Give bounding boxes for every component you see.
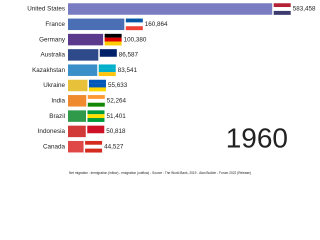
bar (68, 64, 98, 76)
category-label: Canada (43, 143, 66, 150)
bar (68, 3, 273, 15)
bar (68, 125, 86, 138)
chart: 1960 Net migration : Immigration (inflow… (0, 0, 320, 180)
flag (87, 118, 105, 122)
flag (273, 7, 291, 12)
value-label: 52,264 (107, 97, 127, 104)
flag (104, 33, 122, 38)
bar (68, 95, 87, 107)
category-label: Brazil (49, 113, 65, 120)
category-label: Germany (39, 36, 66, 43)
category-label: Kazakhstan (32, 67, 65, 74)
flag (87, 125, 105, 130)
background (0, 0, 320, 180)
flag (104, 41, 122, 46)
category-label: France (45, 21, 65, 28)
bar (68, 79, 88, 92)
flag (98, 64, 116, 69)
flag (85, 144, 103, 149)
bar (68, 33, 104, 46)
flag (273, 10, 291, 15)
flag (125, 26, 143, 31)
flag (88, 79, 106, 84)
bar (68, 49, 99, 61)
category-label: Indonesia (38, 128, 66, 135)
value-label: 55,633 (108, 82, 128, 89)
flag (85, 140, 103, 145)
footer: Net migration : Immigration (inflow) - e… (69, 171, 251, 175)
flag (87, 110, 105, 115)
flag (99, 49, 117, 54)
flag (99, 52, 117, 57)
category-label: India (51, 97, 65, 104)
flag (99, 56, 117, 61)
value-label: 51,401 (106, 113, 126, 120)
flag (88, 87, 106, 92)
value-label: 50,818 (106, 128, 126, 135)
flag (87, 114, 105, 119)
bar (68, 140, 84, 153)
value-label: 583,458 (293, 6, 316, 13)
flag (98, 68, 116, 73)
category-label: Australia (41, 52, 66, 59)
flag (98, 72, 116, 77)
flag (87, 133, 105, 138)
bar (68, 18, 125, 31)
value-label: 160,864 (145, 21, 168, 28)
value-label: 100,380 (124, 36, 147, 43)
flag (125, 18, 143, 23)
year-label: 1960 (226, 122, 288, 153)
flag (87, 95, 105, 99)
flag (273, 3, 291, 8)
flag (87, 98, 105, 103)
category-label: United States (27, 6, 65, 13)
flag (88, 83, 106, 88)
value-label: 44,527 (104, 143, 124, 150)
value-label: 83,541 (118, 67, 138, 74)
flag (104, 37, 122, 42)
category-label: Ukraine (43, 82, 65, 89)
flag (87, 102, 105, 107)
value-label: 86,587 (119, 52, 139, 59)
bar (68, 110, 86, 122)
flag (125, 22, 143, 27)
flag (85, 148, 103, 153)
flag (87, 129, 105, 134)
